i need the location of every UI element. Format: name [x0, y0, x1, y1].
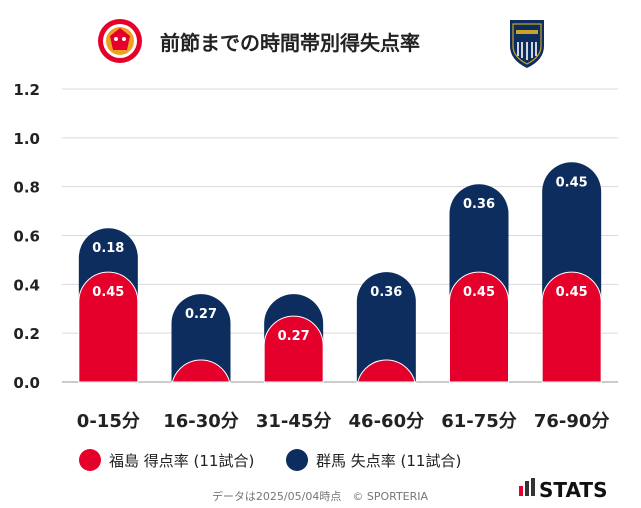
bars: 0.45 0.18 0.27 0.27 0.36 0.45 0.36 0.45 0.45 [78, 162, 602, 390]
bar-home-2 [263, 315, 324, 383]
x-tick-label: 31-45分 [256, 411, 332, 432]
data-label-home-0: 0.45 [92, 285, 124, 300]
bar-away-3 [356, 272, 416, 382]
legend-away-marker [286, 449, 308, 471]
stats-logo-icon [519, 478, 535, 496]
data-label-home-5: 0.45 [556, 285, 588, 300]
data-label-away-4: 0.36 [463, 197, 495, 212]
fukushima-crest-icon [98, 19, 142, 63]
y-tick-label: 1.2 [13, 81, 40, 99]
legend-home-marker [79, 449, 101, 471]
stats-brand: STATS [539, 478, 607, 502]
y-tick-label: 0.2 [13, 325, 40, 343]
legend: 福島 得点率 (11試合) 群馬 失点率 (11試合) [79, 449, 461, 471]
chart-title: 前節までの時間帯別得失点率 [160, 31, 420, 55]
bar-home-3 [356, 359, 417, 390]
x-tick-label: 0-15分 [77, 411, 140, 432]
bar-home-4 [449, 271, 509, 383]
y-axis-ticks: 0.0 0.2 0.4 0.6 0.8 1.0 1.2 [13, 81, 40, 392]
data-label-away-0: 0.18 [92, 241, 124, 256]
y-tick-label: 0.6 [13, 228, 40, 246]
legend-away-label: 群馬 失点率 (11試合) [316, 452, 461, 470]
gridlines [62, 88, 618, 383]
legend-home-label: 福島 得点率 (11試合) [109, 452, 254, 470]
x-tick-label: 76-90分 [534, 411, 610, 432]
data-label-home-2: 0.27 [278, 329, 310, 344]
data-label-away-3: 0.36 [370, 285, 402, 300]
x-axis-ticks: 0-15分 16-30分 31-45分 46-60分 61-75分 76-90分 [77, 411, 610, 432]
y-tick-label: 1.0 [13, 130, 40, 148]
x-tick-label: 46-60分 [349, 411, 425, 432]
bar-home-1 [171, 359, 231, 390]
y-tick-label: 0.8 [13, 179, 40, 197]
gunma-crest-icon [510, 20, 544, 68]
data-label-away-5: 0.45 [556, 175, 588, 190]
footer-note: データは2025/05/04時点 © SPORTERIA [212, 489, 429, 503]
bar-home-5 [541, 271, 602, 383]
bar-away-1 [171, 294, 231, 382]
data-label-away-1: 0.27 [185, 307, 217, 322]
bar-home-0 [78, 271, 139, 383]
data-label-home-4: 0.45 [463, 285, 495, 300]
x-tick-label: 16-30分 [163, 411, 239, 432]
x-tick-label: 61-75分 [441, 411, 517, 432]
y-tick-label: 0.4 [13, 276, 40, 294]
y-tick-label: 0.0 [13, 374, 40, 392]
